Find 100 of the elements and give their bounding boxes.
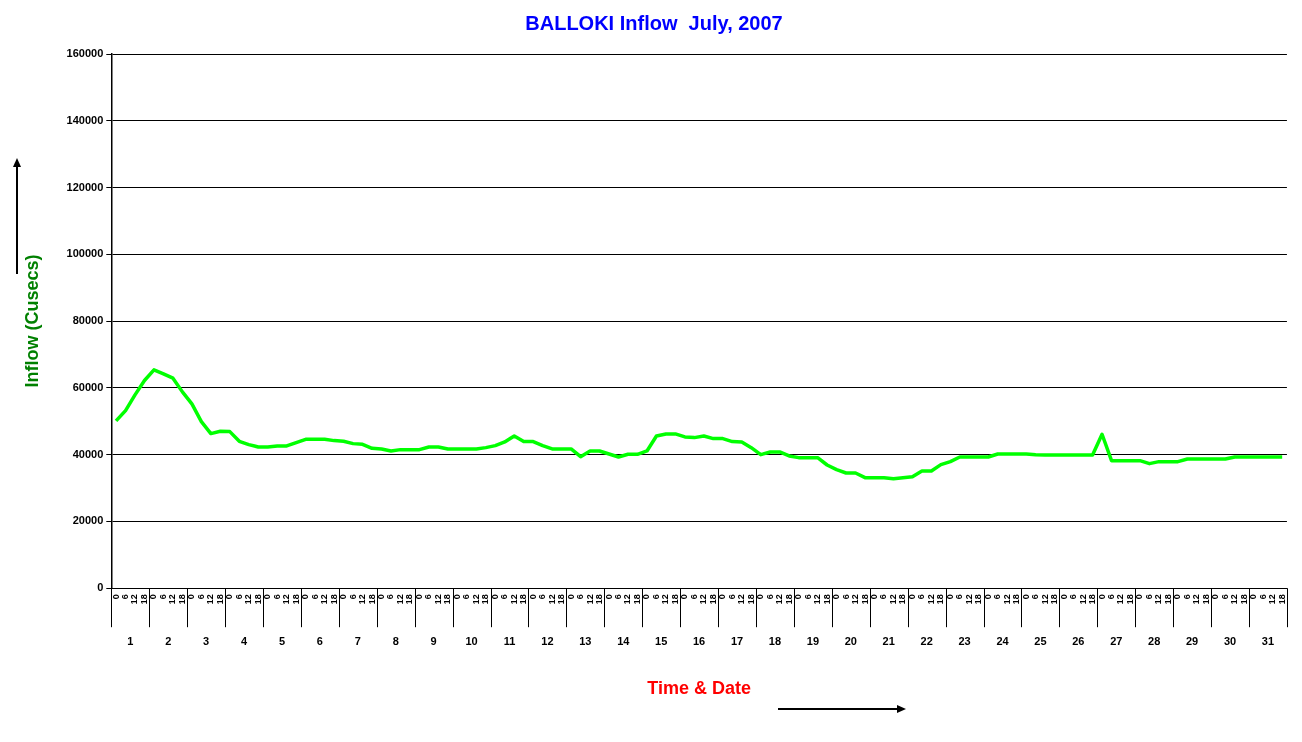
x2-tick-label: 1 bbox=[127, 634, 134, 647]
x-tick-label: 0 bbox=[489, 594, 500, 600]
x-tick-label: 0 bbox=[831, 594, 842, 600]
y-tick-label: 40000 bbox=[72, 447, 104, 460]
y-tick-label: 100000 bbox=[66, 247, 104, 260]
x-tick-label: 6 bbox=[499, 594, 510, 600]
x-tick-label: 12 bbox=[622, 594, 633, 605]
x2-tick-label: 25 bbox=[1034, 634, 1047, 647]
x2-tick-label: 4 bbox=[240, 634, 248, 647]
x-tick-label: 18 bbox=[328, 594, 339, 605]
x-tick-label: 0 bbox=[413, 594, 424, 600]
x2-tick-label: 24 bbox=[996, 634, 1010, 647]
x-tick-label: 6 bbox=[575, 594, 586, 600]
x-tick-label: 0 bbox=[338, 594, 349, 600]
x-tick-label: 12 bbox=[432, 594, 443, 605]
x-tick-label: 0 bbox=[1020, 594, 1031, 600]
x-tick-label: 6 bbox=[309, 594, 320, 600]
x-tick-label: 0 bbox=[906, 594, 917, 600]
x2-tick-label: 12 bbox=[541, 634, 554, 647]
x-tick-label: 12 bbox=[129, 594, 140, 605]
x-tick-label: 18 bbox=[480, 594, 491, 605]
x-tick-label: 6 bbox=[992, 594, 1003, 600]
x-tick-label: 0 bbox=[148, 594, 159, 600]
x-tick-label: 18 bbox=[252, 594, 263, 605]
x-tick-label: 12 bbox=[698, 594, 709, 605]
x-tick-label: 18 bbox=[1049, 594, 1060, 605]
x-tick-label: 0 bbox=[1058, 594, 1069, 600]
x-tick-label: 18 bbox=[631, 594, 642, 605]
x-tick-label: 18 bbox=[973, 594, 984, 605]
x-tick-label: 12 bbox=[167, 594, 178, 605]
x-tick-label: 18 bbox=[707, 594, 718, 605]
x-tick-label: 0 bbox=[1096, 594, 1107, 600]
x2-tick-label: 16 bbox=[692, 634, 706, 647]
x2-tick-label: 2 bbox=[165, 634, 172, 647]
x-tick-label: 18 bbox=[366, 594, 377, 605]
x-tick-label: 18 bbox=[859, 594, 870, 605]
x-tick-label: 12 bbox=[357, 594, 368, 605]
x-tick-label: 18 bbox=[290, 594, 301, 605]
x-tick-label: 12 bbox=[736, 594, 747, 605]
x-tick-label: 0 bbox=[944, 594, 955, 600]
x-tick-label: 18 bbox=[404, 594, 415, 605]
x2-tick-label: 5 bbox=[278, 634, 286, 647]
x-tick-label: 0 bbox=[527, 594, 538, 600]
x-axis-title: Time & Date bbox=[647, 678, 751, 699]
x-tick-label: 12 bbox=[1191, 594, 1202, 605]
x-tick-label: 12 bbox=[470, 594, 481, 605]
x2-tick-label: 3 bbox=[203, 634, 210, 647]
x2-tick-label: 19 bbox=[806, 634, 820, 647]
x-tick-label: 0 bbox=[641, 594, 652, 600]
x2-tick-label: 30 bbox=[1223, 634, 1237, 647]
x2-tick-label: 31 bbox=[1261, 634, 1275, 647]
x-tick-label: 18 bbox=[214, 594, 225, 605]
x2-tick-label: 26 bbox=[1072, 634, 1085, 647]
x-tick-label: 6 bbox=[1257, 594, 1268, 600]
x-tick-label: 0 bbox=[679, 594, 690, 600]
x-tick-label: 18 bbox=[821, 594, 832, 605]
x2-tick-label: 7 bbox=[354, 634, 361, 647]
x-tick-label: 6 bbox=[537, 594, 548, 600]
y-tick-label: 60000 bbox=[72, 380, 104, 393]
x-tick-label: 18 bbox=[669, 594, 680, 605]
x-tick-label: 0 bbox=[1210, 594, 1221, 600]
x-tick-label: 12 bbox=[1001, 594, 1012, 605]
x-tick-label: 18 bbox=[1162, 594, 1173, 605]
x-tick-label: 12 bbox=[1115, 594, 1126, 605]
x-tick-label: 0 bbox=[300, 594, 311, 600]
x-tick-label: 6 bbox=[461, 594, 472, 600]
x-tick-label: 6 bbox=[271, 594, 282, 600]
x-tick-label: 12 bbox=[774, 594, 785, 605]
x-tick-label: 6 bbox=[916, 594, 927, 600]
y-axis-title: Inflow (Cusecs) bbox=[21, 254, 42, 388]
x-tick-label: 6 bbox=[764, 594, 775, 600]
x-tick-label: 0 bbox=[1172, 594, 1183, 600]
x-tick-label: 6 bbox=[1143, 594, 1154, 600]
x-tick-label: 18 bbox=[1238, 594, 1249, 605]
x-tick-label: 12 bbox=[1077, 594, 1088, 605]
x2-tick-label: 14 bbox=[617, 634, 631, 647]
x-tick-label: 6 bbox=[347, 594, 358, 600]
x-tick-label: 12 bbox=[1229, 594, 1240, 605]
x-tick-label: 6 bbox=[195, 594, 206, 600]
x-tick-label: 18 bbox=[745, 594, 756, 605]
x-tick-label: 12 bbox=[887, 594, 898, 605]
x-tick-label: 6 bbox=[688, 594, 699, 600]
x-tick-label: 6 bbox=[650, 594, 661, 600]
x2-tick-label: 20 bbox=[844, 634, 857, 647]
x-tick-label: 12 bbox=[243, 594, 254, 605]
x-tick-label: 6 bbox=[1068, 594, 1079, 600]
x-tick-label: 12 bbox=[963, 594, 974, 605]
x2-tick-label: 8 bbox=[392, 634, 399, 647]
x2-tick-label: 23 bbox=[958, 634, 971, 647]
x2-tick-label: 11 bbox=[503, 634, 516, 647]
x-tick-label: 12 bbox=[1267, 594, 1278, 605]
x-tick-label: 12 bbox=[205, 594, 216, 605]
x2-tick-label: 29 bbox=[1185, 634, 1199, 647]
x-tick-label: 18 bbox=[1087, 594, 1098, 605]
x-tick-label: 18 bbox=[1011, 594, 1022, 605]
x-tick-label: 0 bbox=[982, 594, 993, 600]
x-tick-label: 18 bbox=[138, 594, 149, 605]
x-tick-label: 6 bbox=[385, 594, 396, 600]
x2-tick-label: 21 bbox=[882, 634, 895, 647]
x-tick-label: 0 bbox=[1134, 594, 1145, 600]
